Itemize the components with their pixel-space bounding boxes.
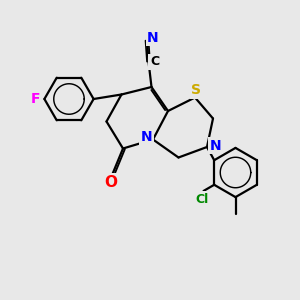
Text: F: F	[31, 92, 40, 106]
Text: C: C	[150, 55, 159, 68]
Text: N: N	[210, 139, 221, 152]
Text: N: N	[141, 130, 152, 144]
Text: N: N	[147, 31, 159, 44]
Text: S: S	[191, 83, 202, 97]
Text: Cl: Cl	[195, 193, 209, 206]
Text: O: O	[104, 175, 118, 190]
